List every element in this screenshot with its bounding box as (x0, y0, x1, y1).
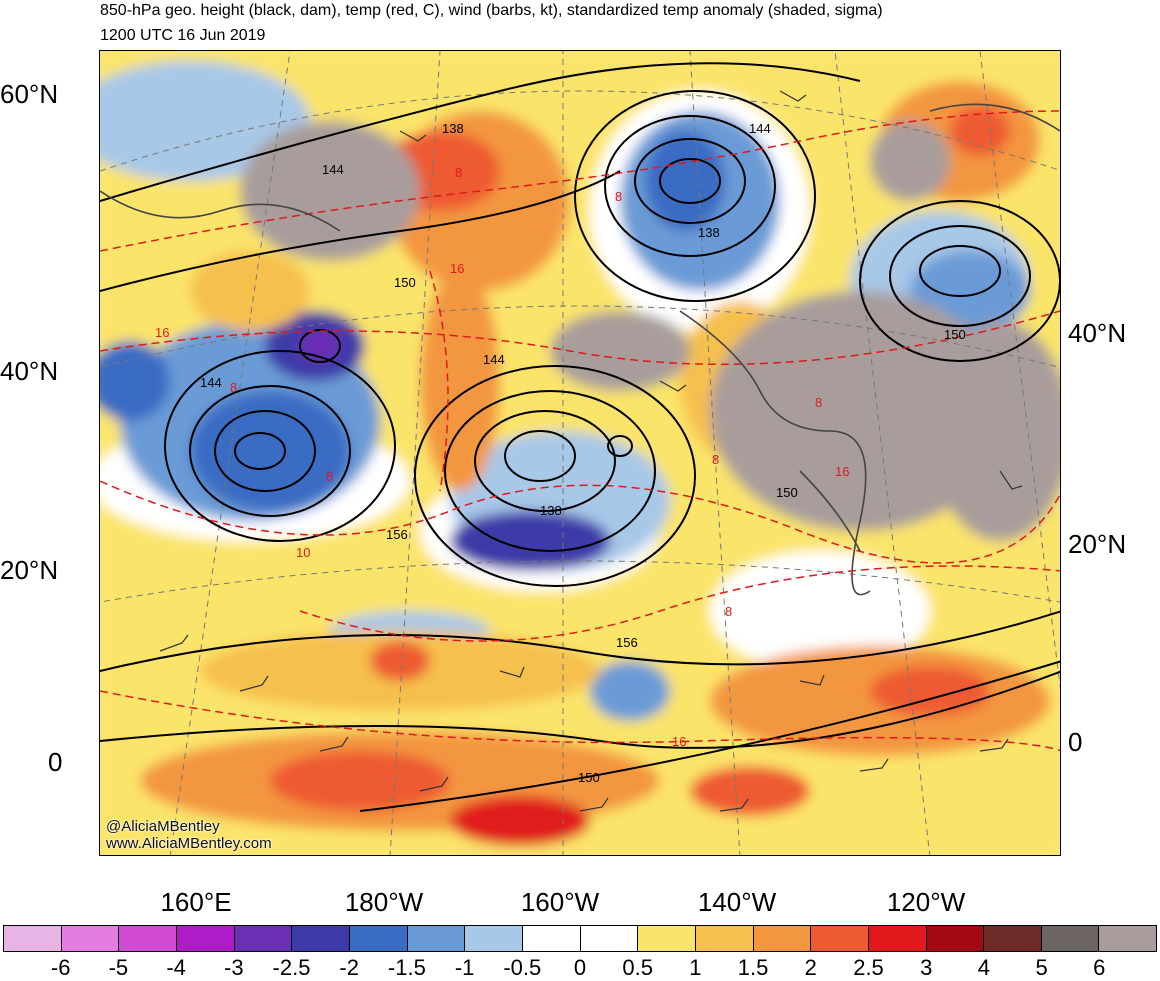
lon-label: 180°W (344, 887, 424, 917)
valid-time: 1200 UTC 16 Jun 2019 (100, 27, 266, 44)
colorbar-label: -0.5 (503, 955, 542, 980)
lat-label-right: 40°N (1068, 318, 1127, 348)
colorbar-swatch (1099, 926, 1157, 951)
colorbar-label: -3 (224, 955, 244, 980)
map-panel: 138 144 138 144 150 144 144 150 138 156 … (99, 50, 1061, 856)
colorbar-label: -1 (454, 955, 475, 980)
colorbar-swatch (234, 926, 293, 951)
lon-label: 160°W (520, 887, 600, 917)
temp-label: 8 (712, 452, 719, 467)
colorbar-label: 1.5 (737, 955, 769, 980)
anomaly-shading (100, 51, 1060, 855)
lat-label-right: 0 (1068, 727, 1083, 757)
colorbar-label: 6 (1093, 955, 1106, 980)
lat-label-left: 40°N (0, 356, 59, 386)
colorbar-swatch (926, 926, 985, 951)
temp-label: 8 (326, 469, 333, 484)
colorbar-swatch (753, 926, 812, 951)
height-label: 138 (698, 225, 720, 240)
colorbar-swatch (61, 926, 120, 951)
colorbar-label: -2.5 (272, 955, 311, 980)
colorbar-swatch (1041, 926, 1100, 951)
colorbar-label: 1 (689, 955, 702, 980)
colorbar-swatch (465, 926, 523, 951)
graticule (100, 51, 1060, 855)
height-label: 144 (200, 375, 222, 390)
lon-label: 160°E (160, 887, 232, 917)
lat-label-right: 20°N (1068, 529, 1127, 559)
map-canvas: 138 144 138 144 150 144 144 150 138 156 … (100, 51, 1060, 855)
colorbar-label: -5 (108, 955, 129, 980)
height-label: 156 (616, 635, 638, 650)
height-label: 150 (776, 485, 798, 500)
map-title: 850-hPa geo. height (black, dam), temp (… (100, 2, 883, 19)
lat-label-left: 20°N (0, 555, 59, 585)
wind-barbs (159, 90, 1023, 812)
colorbar-swatch (292, 926, 350, 951)
height-label: 144 (322, 162, 344, 177)
height-label: 156 (386, 527, 408, 542)
temp-label: 8 (455, 165, 462, 180)
height-label: 150 (944, 327, 966, 342)
colorbar-swatch (4, 926, 62, 951)
height-label: 144 (483, 352, 505, 367)
coastlines (100, 103, 1060, 596)
height-label: 150 (578, 770, 600, 785)
colorbar-label: -1.5 (387, 955, 426, 980)
colorbar-swatch (638, 926, 696, 951)
temp-label: 8 (725, 604, 732, 619)
height-label: 144 (749, 121, 771, 136)
colorbar-swatch (984, 926, 1042, 951)
colorbar-label: 2.5 (853, 955, 884, 980)
temp-label: 16 (155, 325, 169, 340)
colorbar-label: 4 (977, 955, 991, 980)
colorbar-swatch (407, 926, 466, 951)
credit-handle: @AliciaMBentley (106, 818, 220, 835)
colorbar-swatch (349, 926, 408, 951)
colorbar-swatch (695, 926, 754, 951)
temp-label: 8 (615, 189, 622, 204)
lat-label-left: 0 (48, 747, 63, 777)
height-label: 150 (394, 275, 416, 290)
colorbar-label: 0.5 (622, 955, 653, 980)
temp-label: 8 (815, 395, 822, 410)
temperature-contours (100, 110, 1060, 752)
colorbar-swatch (868, 926, 927, 951)
height-contours (100, 62, 1060, 812)
temp-label: 10 (296, 545, 310, 560)
colorbar (3, 925, 1157, 952)
height-label: 138 (540, 503, 562, 518)
colorbar-swatch (522, 926, 581, 951)
colorbar-label: 5 (1035, 955, 1048, 980)
height-label: 138 (442, 121, 464, 136)
colorbar-label: -4 (166, 955, 186, 980)
temp-label: 8 (230, 380, 237, 395)
colorbar-label: -6 (50, 955, 71, 980)
lon-label: 120°W (886, 887, 966, 917)
temp-label: 16 (450, 261, 464, 276)
colorbar-swatch (580, 926, 639, 951)
colorbar-label: 0 (573, 955, 587, 980)
temp-label: 16 (672, 734, 686, 749)
temp-label: 16 (835, 464, 849, 479)
colorbar-swatch (119, 926, 177, 951)
lat-label-left: 60°N (0, 79, 59, 109)
lon-label: 140°W (697, 887, 777, 917)
colorbar-swatch (176, 926, 235, 951)
colorbar-label: 2 (804, 955, 817, 980)
credit-url: www.AliciaMBentley.com (106, 835, 272, 852)
colorbar-label: -2 (339, 955, 359, 980)
colorbar-label: 3 (920, 955, 933, 980)
colorbar-swatch (811, 926, 869, 951)
